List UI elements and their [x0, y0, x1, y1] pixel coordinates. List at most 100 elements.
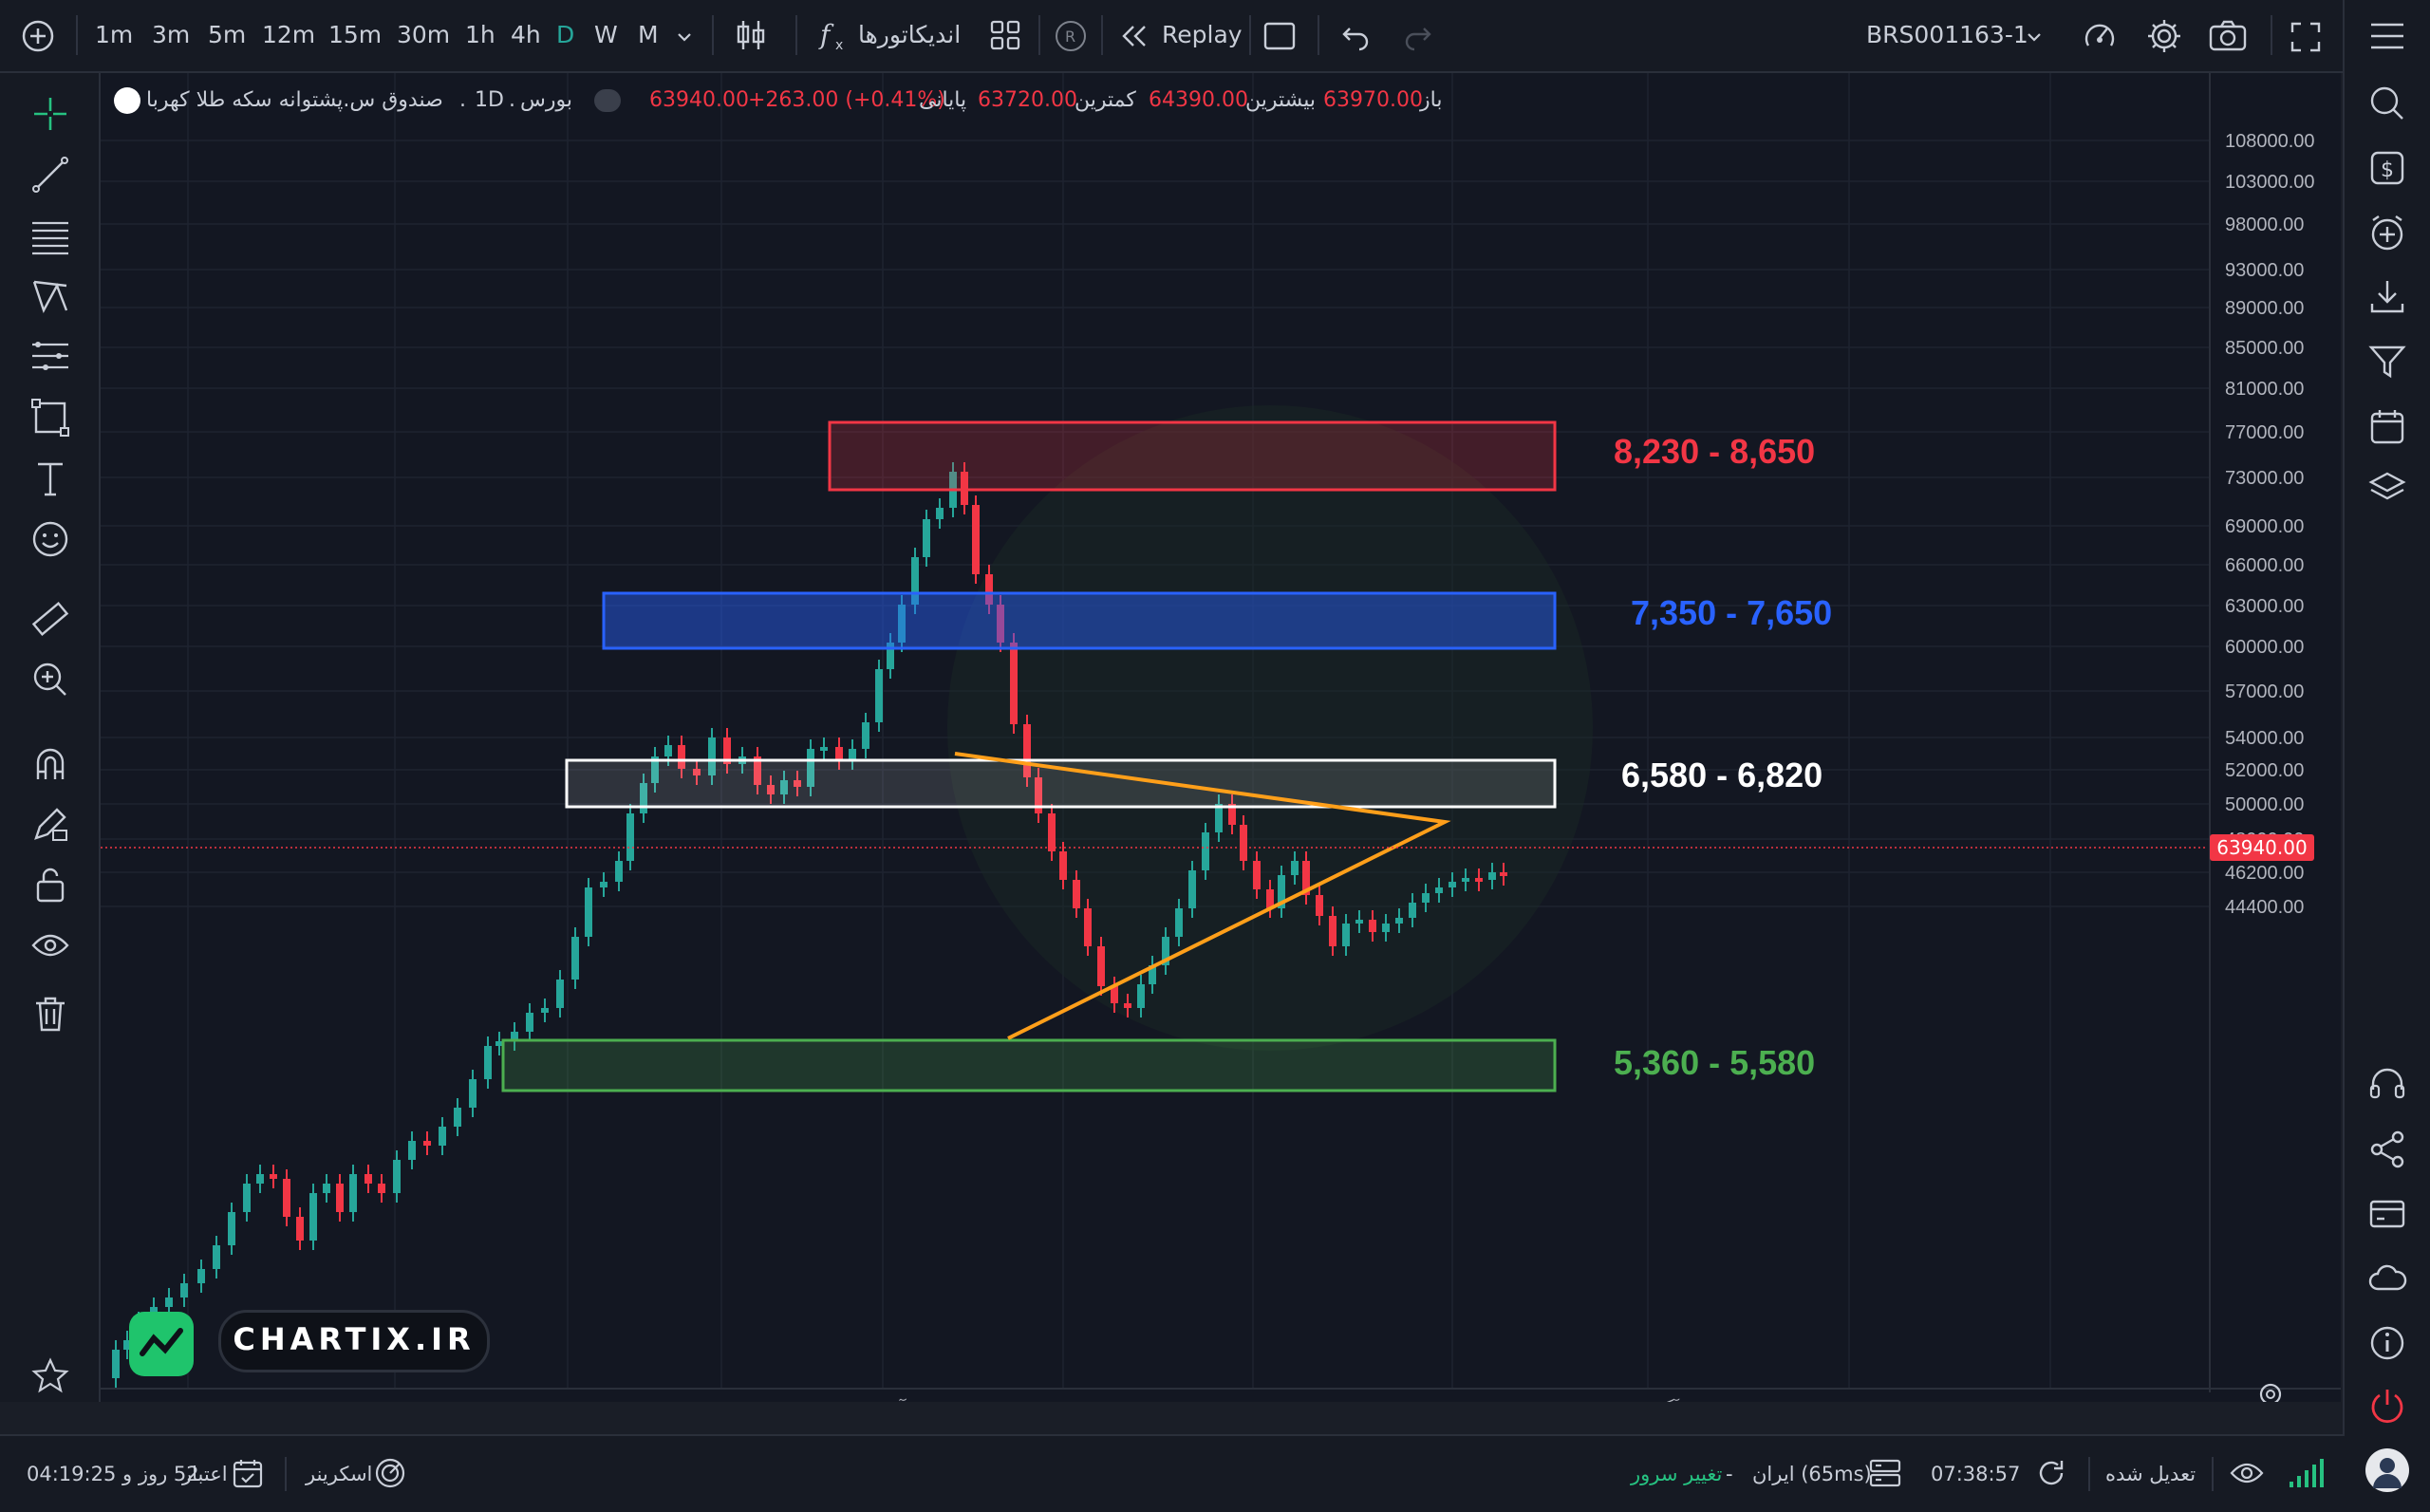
timeframe-1m[interactable]: 1m [95, 21, 134, 48]
zoom-in-icon[interactable] [30, 660, 70, 700]
candle-body [1202, 832, 1209, 870]
shape-rectangle-icon[interactable] [30, 398, 70, 438]
eye-icon[interactable] [30, 925, 70, 965]
crosshair-icon[interactable] [30, 94, 70, 134]
layers-icon[interactable] [2367, 469, 2407, 509]
resistance-zone-red[interactable] [828, 420, 1557, 492]
legend-low-value: 63720.00 [978, 88, 1077, 112]
trash-icon[interactable] [30, 994, 70, 1034]
screener-button[interactable]: اسکرینر [306, 1463, 373, 1485]
timeframe-d[interactable]: D [556, 21, 575, 48]
dollar-icon[interactable]: $ [2367, 148, 2407, 188]
horizontal-lines-icon[interactable] [30, 215, 70, 255]
replay-button[interactable]: Replay [1162, 21, 1243, 48]
change-server-link[interactable]: تغییر سرور [1631, 1463, 1723, 1485]
timeframe-3m[interactable]: 3m [152, 21, 191, 48]
menu-icon[interactable] [2367, 19, 2407, 53]
candles-icon[interactable] [733, 17, 769, 53]
price-tick-label: 73000.00 [2225, 468, 2304, 489]
alert-icon[interactable] [2081, 17, 2119, 55]
triangle-pattern[interactable] [954, 752, 1451, 1040]
filter-icon[interactable] [2367, 342, 2407, 382]
chevron-down-icon[interactable] [2024, 27, 2045, 47]
indicators-button[interactable]: اندیکاتورها [858, 21, 962, 48]
candle-body [1215, 804, 1223, 832]
camera-icon[interactable] [2208, 17, 2248, 55]
calendar-check-icon[interactable] [232, 1457, 264, 1489]
timeframe-30m[interactable]: 30m [397, 21, 451, 48]
rewind-icon[interactable] [1120, 23, 1149, 49]
candle-body [936, 508, 944, 519]
candle-body [256, 1174, 264, 1184]
legend-symbol-name[interactable]: صندوق س.پشتوانه سکه طلا کهربا [146, 88, 443, 112]
undo-icon[interactable] [1340, 21, 1371, 51]
card-icon[interactable] [2367, 1194, 2407, 1234]
candle-body [511, 1032, 518, 1041]
candle-body [270, 1174, 277, 1179]
star-icon[interactable] [30, 1356, 70, 1396]
symbol-selector[interactable]: BRS001163-1 [1866, 21, 2028, 48]
candle-body [708, 737, 716, 775]
fullscreen-icon[interactable] [2290, 21, 2322, 53]
visibility-icon[interactable] [2229, 1457, 2265, 1489]
legend-high-value: 64390.00 [1149, 88, 1248, 112]
gear-icon[interactable] [2145, 17, 2183, 55]
timeframe-15m[interactable]: 15m [328, 21, 383, 48]
text-tool-icon[interactable] [30, 458, 70, 498]
radar-icon[interactable] [374, 1457, 406, 1489]
adjusted-toggle[interactable]: تعدیل شده [2105, 1463, 2196, 1485]
candle-body [678, 745, 685, 769]
candle-body [408, 1141, 416, 1160]
magnet-icon[interactable] [30, 743, 70, 783]
resistance-zone-blue[interactable] [602, 591, 1557, 650]
status-separator [285, 1457, 287, 1491]
rectangle-icon[interactable] [1262, 21, 1297, 51]
candle-body [1449, 882, 1456, 887]
info-icon[interactable] [2367, 1323, 2407, 1363]
candle-body [875, 669, 883, 722]
ruler-icon[interactable] [30, 599, 70, 639]
timeframe-4h[interactable]: 4h [511, 21, 541, 48]
search-icon[interactable] [2367, 84, 2407, 123]
avatar[interactable] [2365, 1448, 2409, 1492]
signal-bars-icon[interactable] [2288, 1455, 2326, 1491]
legend-collapse-icon[interactable] [594, 89, 621, 112]
price-tick-label: 89000.00 [2225, 298, 2304, 319]
power-icon[interactable] [2367, 1386, 2407, 1426]
fib-levels-icon[interactable] [30, 337, 70, 377]
timeframe-12m[interactable]: 12m [262, 21, 316, 48]
share-icon[interactable] [2367, 1129, 2407, 1169]
timeframe-m[interactable]: M [638, 21, 659, 48]
calendar-icon[interactable] [2367, 406, 2407, 446]
draw-lock-icon[interactable] [30, 804, 70, 844]
candle-body [364, 1174, 372, 1184]
download-icon[interactable] [2367, 277, 2407, 317]
timeframe-w[interactable]: W [594, 21, 618, 48]
axis-settings-icon[interactable] [2259, 1383, 2282, 1402]
trend-line-icon[interactable] [30, 155, 70, 195]
time-tick-label: مارس [696, 1400, 746, 1402]
candle-body [213, 1245, 220, 1269]
redo-icon[interactable] [1403, 21, 1433, 51]
chart-canvas[interactable]: 8,230 - 8,650 7,350 - 7,650 6,580 - 6,82… [101, 73, 2341, 1402]
refresh-icon[interactable] [2035, 1457, 2067, 1489]
candle-body [423, 1141, 431, 1146]
chevron-down-icon[interactable] [674, 27, 695, 47]
lock-icon[interactable] [30, 865, 70, 905]
add-alert-icon[interactable] [2367, 213, 2407, 252]
server-icon[interactable] [1868, 1457, 1902, 1489]
support-zone-green[interactable] [501, 1038, 1557, 1092]
emoji-icon[interactable] [30, 519, 70, 559]
support-icon[interactable] [2367, 1065, 2407, 1105]
pattern-icon[interactable] [30, 276, 70, 316]
cloud-icon[interactable] [2367, 1259, 2407, 1298]
layout-grid-icon[interactable] [989, 19, 1021, 51]
legend-logo-icon[interactable] [114, 87, 140, 114]
toolbar-separator [76, 15, 78, 55]
price-chart[interactable]: 8,230 - 8,650 7,350 - 7,650 6,580 - 6,82… [101, 73, 2341, 1402]
timeframe-1h[interactable]: 1h [465, 21, 495, 48]
timeframe-5m[interactable]: 5m [208, 21, 247, 48]
add-symbol-icon[interactable] [21, 19, 55, 53]
r-badge-icon[interactable]: R [1054, 19, 1088, 53]
